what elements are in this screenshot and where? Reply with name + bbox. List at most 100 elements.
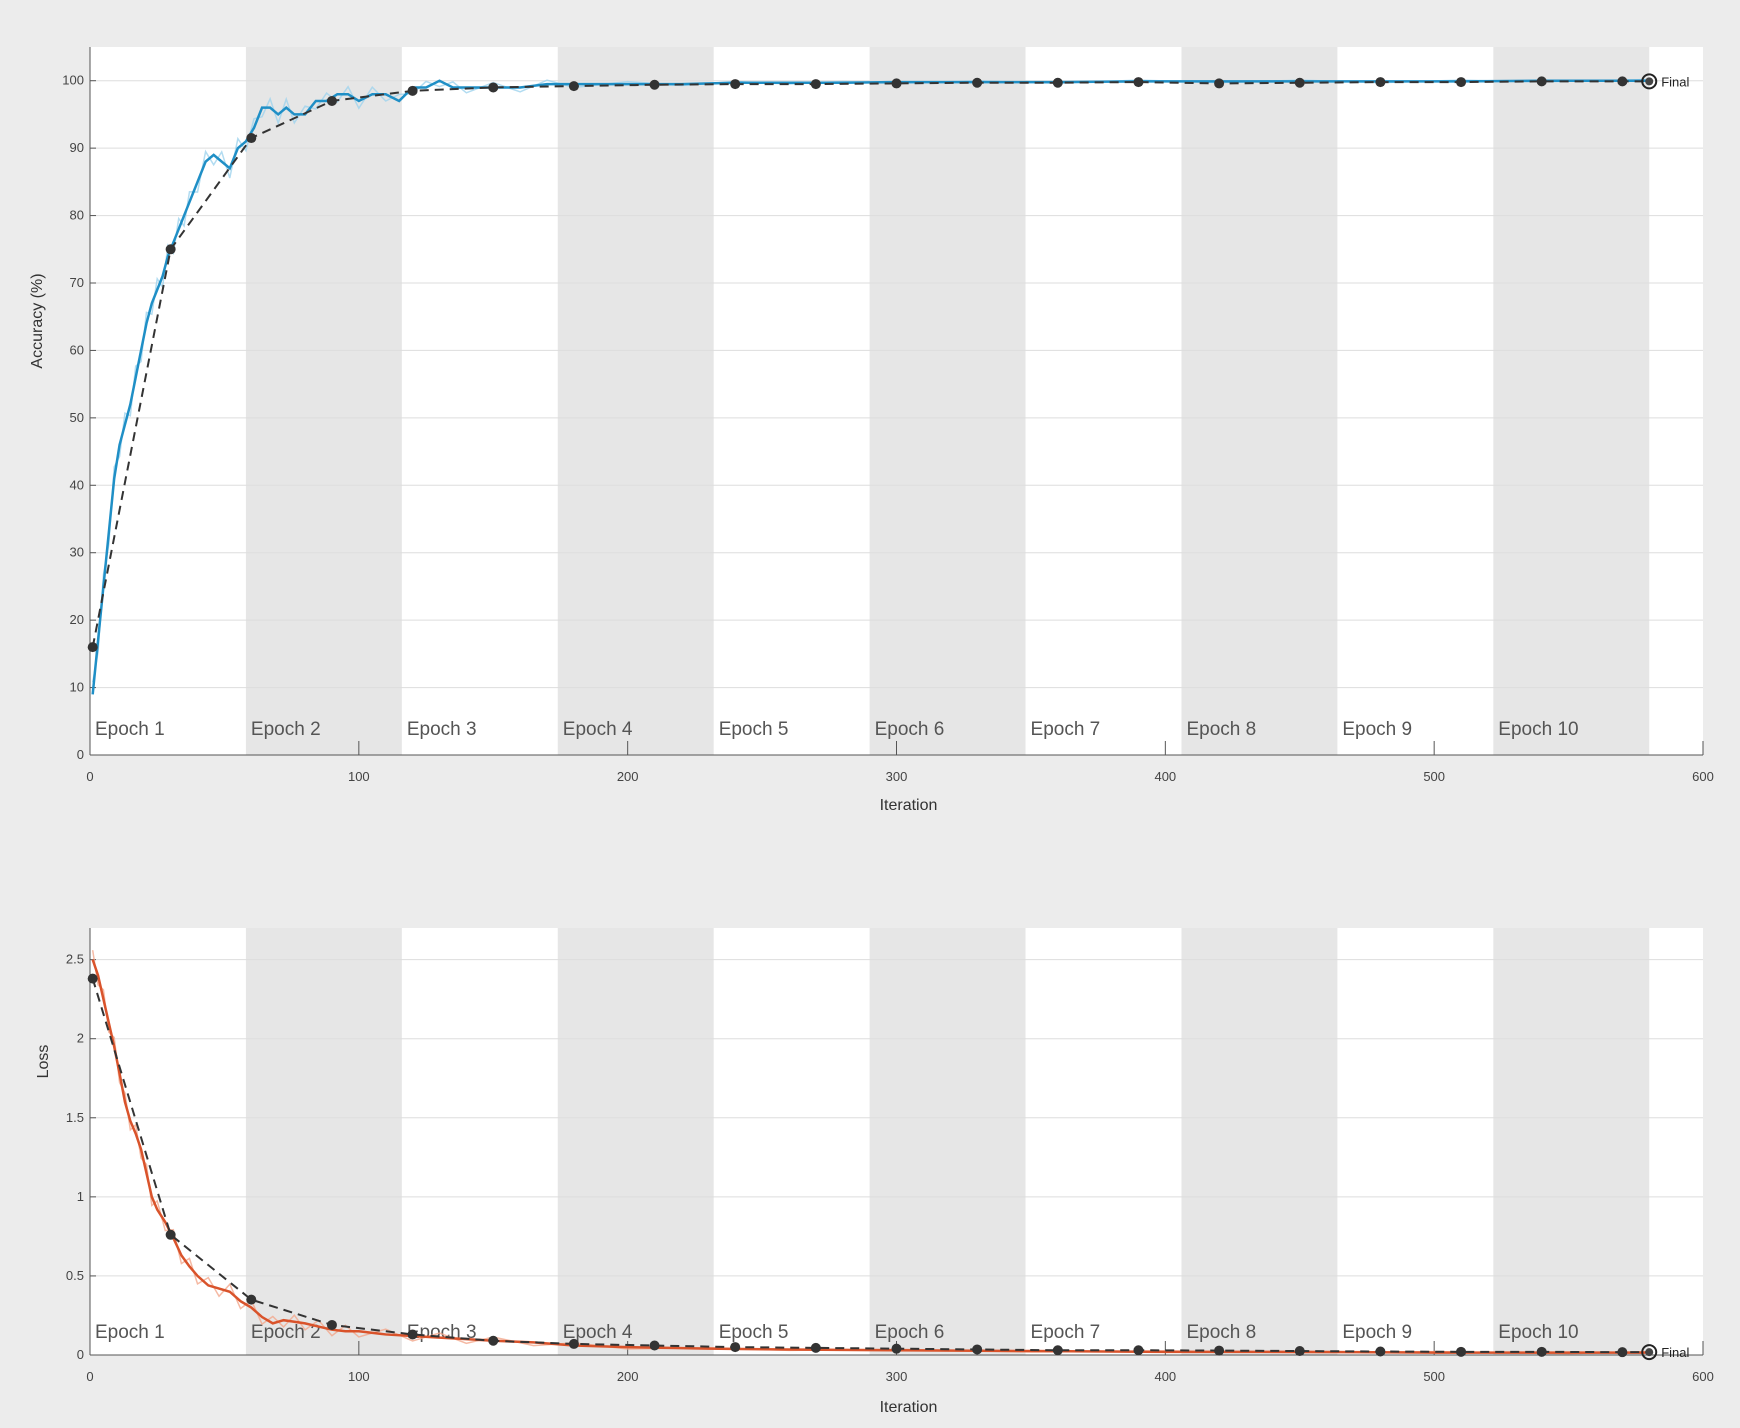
x-axis-label: Iteration [880,797,938,814]
validation-point [730,79,741,90]
epoch-label: Epoch 5 [719,719,789,740]
epoch-label: Epoch 8 [1186,1322,1256,1343]
epoch-label: Epoch 4 [563,1322,633,1343]
epoch-label: Epoch 8 [1186,719,1256,740]
y-tick-label: 50 [70,410,84,425]
validation-point [326,1319,337,1330]
epoch-band [869,928,1026,1355]
validation-point [1456,1346,1467,1357]
validation-point [1214,1345,1225,1356]
validation-point [1294,1346,1305,1357]
loss-panel: 0 0.5 1 1.5 2 2.5 0 100 200 300 400 500 600 Epoch 1 Ep… [35,928,1714,1416]
y-tick-label: 0 [77,747,84,762]
epoch-band [869,47,1026,755]
validation-point [1536,1346,1547,1357]
validation-point [891,1343,902,1354]
validation-point [246,1294,257,1305]
validation-point [165,1229,176,1240]
validation-point [165,244,176,255]
x-tick-label: 0 [86,769,93,784]
validation-point [1133,1345,1144,1356]
y-tick-label: 2.5 [66,952,84,967]
validation-point [568,81,579,92]
x-tick-label: 100 [348,1369,370,1384]
final-marker-dot [1645,1348,1654,1357]
final-label: Final [1661,74,1689,89]
y-tick-label: 1.5 [66,1110,84,1125]
validation-point [1052,1345,1063,1356]
y-tick-label: 30 [70,545,84,560]
epoch-label: Epoch 1 [95,719,165,740]
validation-point [972,77,983,88]
epoch-band [245,928,402,1355]
y-tick-label: 60 [70,342,84,357]
validation-point [568,1338,579,1349]
validation-point [730,1342,741,1353]
validation-point [891,78,902,89]
epoch-band [1181,928,1338,1355]
validation-point [488,82,499,93]
epoch-label: Epoch 3 [407,719,477,740]
epoch-label: Epoch 6 [875,1322,945,1343]
y-tick-label: 70 [70,275,84,290]
validation-point [1536,76,1547,87]
x-tick-label: 300 [886,1369,908,1384]
epoch-band [557,47,714,755]
epoch-band [557,928,714,1355]
epoch-label: Epoch 7 [1031,1322,1101,1343]
validation-point [972,1344,983,1355]
epoch-label: Epoch 5 [719,1322,789,1343]
validation-point [407,85,418,96]
final-marker-ring [1641,1344,1658,1361]
validation-point [246,133,257,144]
y-tick-label: 80 [70,208,84,223]
epoch-label: Epoch 2 [251,719,321,740]
final-marker-ring [1641,73,1658,90]
x-tick-label: 200 [617,769,639,784]
epoch-label: Epoch 4 [563,719,633,740]
epoch-band [1493,928,1650,1355]
x-tick-label: 100 [348,769,370,784]
validation-point [810,1342,821,1353]
validation-point [326,95,337,106]
epoch-label: Epoch 10 [1498,719,1578,740]
x-axis-label: Iteration [880,1399,938,1416]
y-axis-label: Loss [35,1045,52,1079]
validation-point [1294,77,1305,88]
epoch-label: Epoch 1 [95,1322,165,1343]
epoch-label: Epoch 6 [875,719,945,740]
validation-point [649,79,660,90]
y-tick-label: 20 [70,612,84,627]
accuracy-panel: 0 10 20 30 40 50 60 70 80 90 100 0 100 200 300 400 500 60… [29,47,1714,814]
validation-point [1617,76,1628,87]
x-tick-label: 0 [86,1369,93,1384]
x-tick-label: 200 [617,1369,639,1384]
validation-point [87,973,98,984]
y-tick-label: 90 [70,140,84,155]
training-line [91,959,1650,1354]
validation-point [87,642,98,653]
y-tick-label: 2 [77,1031,84,1046]
epoch-label: Epoch 9 [1342,719,1412,740]
epoch-label: Epoch 10 [1498,1322,1578,1343]
epoch-label: Epoch 9 [1342,1322,1412,1343]
x-tick-label: 500 [1423,1369,1445,1384]
final-label: Final [1661,1345,1689,1360]
validation-point [1214,78,1225,89]
x-tick-label: 600 [1692,769,1714,784]
validation-point [488,1335,499,1346]
y-tick-label: 0.5 [66,1268,84,1283]
epoch-band [1493,47,1650,755]
validation-point [1375,1346,1386,1357]
validation-point [1052,77,1063,88]
x-tick-label: 400 [1154,769,1176,784]
y-axis-label: Accuracy (%) [29,273,46,368]
epoch-band [245,47,402,755]
validation-point [1617,1347,1628,1358]
validation-point [649,1340,660,1351]
validation-point [1375,77,1386,88]
y-tick-label: 0 [77,1347,84,1362]
x-tick-label: 500 [1423,769,1445,784]
training-line [91,79,1650,695]
